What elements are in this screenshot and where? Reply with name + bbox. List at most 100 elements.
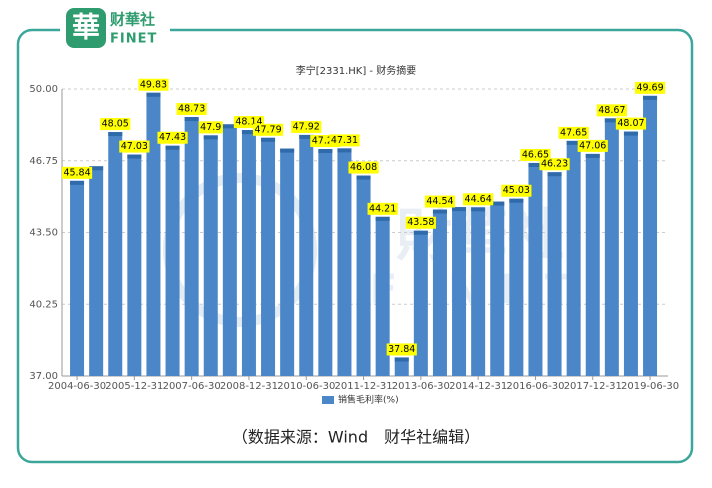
bar	[394, 357, 409, 376]
bar-cap	[432, 209, 447, 214]
data-label-bg	[520, 148, 551, 161]
bar-cap	[413, 230, 428, 235]
y-tick-label: 43.50	[29, 228, 58, 239]
data-label: 46.08	[350, 162, 377, 173]
x-tick-label: 2005-12-31	[105, 381, 163, 392]
x-tick-label: 2019-06-30	[621, 381, 679, 392]
legend-swatch	[322, 396, 334, 404]
y-tick-label: 46.75	[29, 156, 58, 167]
bar	[528, 162, 543, 376]
logo-mark: 華	[72, 11, 100, 44]
legend-label: 销售毛利率(%)	[338, 394, 399, 406]
chart-title: 李宁[2331.HK] - 财务摘要	[296, 64, 416, 77]
bar-cap	[318, 149, 333, 154]
bar-cap	[547, 172, 562, 177]
data-label: 48.14	[235, 117, 262, 128]
data-label-bg	[157, 131, 188, 144]
bar	[509, 198, 524, 376]
x-tick-label: 2008-12-31	[220, 381, 278, 392]
x-tick-label: 2011-12-31	[334, 381, 392, 392]
bar-cap	[375, 216, 390, 221]
data-label-bg	[138, 78, 169, 91]
bar-cap	[394, 357, 409, 362]
data-label: 49.69	[636, 82, 663, 93]
caption: （数据来源：Wind 财华社编辑）	[232, 428, 480, 447]
data-label-bg	[615, 117, 647, 130]
bar-cap	[337, 148, 352, 153]
data-label-bg	[424, 195, 456, 208]
bar-cap	[127, 154, 142, 159]
data-label: 44.21	[369, 203, 396, 214]
data-label-bg	[577, 139, 608, 152]
bar	[280, 148, 295, 376]
bar	[643, 95, 658, 377]
bar-cap	[165, 145, 180, 150]
bar	[432, 209, 447, 376]
data-label-bg	[367, 202, 398, 215]
bar	[413, 230, 428, 376]
bar-cap	[566, 140, 581, 145]
bar-cap	[471, 207, 486, 212]
bar-cap	[241, 130, 256, 135]
bar-cap	[222, 124, 237, 129]
data-label: 37.84	[388, 344, 415, 355]
logo-name: 财華社	[110, 11, 155, 29]
bar-cap	[356, 175, 371, 180]
bar-cap	[452, 207, 467, 212]
bar-cap	[604, 118, 619, 123]
bar-cap	[299, 134, 314, 139]
bar-cap	[623, 131, 638, 136]
bar	[490, 201, 505, 376]
bar	[547, 172, 562, 376]
data-label-bg	[596, 104, 627, 117]
bar	[146, 92, 161, 376]
bar-cap	[203, 135, 218, 140]
bar-cap	[509, 198, 524, 203]
bar	[299, 134, 314, 376]
bar	[566, 140, 581, 376]
data-label-bg	[348, 161, 379, 174]
data-label: 44.54	[426, 196, 453, 207]
data-label-bg	[634, 81, 666, 94]
bar-cap	[89, 166, 104, 171]
bar-cap	[585, 153, 600, 158]
bar	[165, 145, 180, 376]
y-tick-label: 40.25	[29, 299, 58, 310]
data-label: 47.65	[560, 127, 587, 138]
x-tick-label: 2004-06-30	[48, 381, 106, 392]
bar	[241, 130, 256, 376]
data-label: 45.84	[63, 167, 90, 178]
data-label: 47.31	[331, 135, 358, 146]
data-label: 47.28	[312, 136, 339, 147]
bar	[184, 117, 199, 376]
bar	[89, 166, 104, 376]
bar	[452, 207, 467, 376]
data-label-bg	[198, 121, 223, 134]
bar-cap	[146, 92, 161, 97]
x-tick-label: 2010-06-30	[277, 381, 335, 392]
bar-cap	[184, 117, 199, 122]
bar-cap	[280, 148, 295, 153]
data-label: 47.92	[293, 121, 320, 132]
bar-cap	[490, 201, 505, 206]
data-label: 48.05	[102, 119, 129, 130]
data-label: 48.07	[617, 118, 644, 129]
data-label: 44.64	[465, 194, 492, 205]
x-tick-label: 2007-06-30	[163, 381, 221, 392]
data-label-bg	[539, 158, 570, 171]
data-label: 46.23	[541, 159, 568, 170]
data-label-bg	[329, 134, 360, 147]
data-label: 47.03	[121, 141, 148, 152]
bar	[471, 207, 486, 376]
bar-cap	[643, 95, 658, 100]
data-label: 48.73	[178, 104, 205, 115]
bar	[337, 148, 352, 376]
data-label-bg	[501, 184, 532, 197]
data-label: 43.58	[407, 217, 434, 228]
y-tick-label: 37.00	[29, 371, 58, 382]
x-tick-label: 2016-06-30	[506, 381, 564, 392]
data-label: 46.65	[522, 149, 549, 160]
data-label-bg	[176, 103, 207, 116]
data-label: 45.03	[503, 185, 530, 196]
data-label: 47.9	[200, 122, 221, 133]
